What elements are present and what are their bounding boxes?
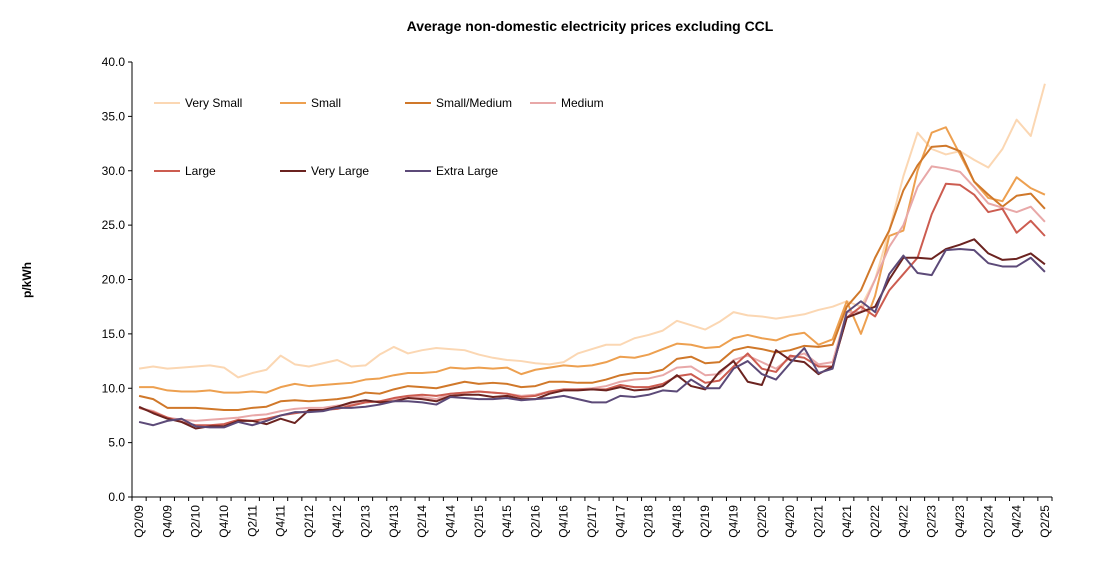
x-tick-label: Q4/19 bbox=[727, 505, 741, 538]
x-tick-label: Q2/11 bbox=[245, 505, 259, 537]
x-tick-label: Q4/23 bbox=[953, 505, 967, 538]
x-tick-label: Q4/17 bbox=[613, 505, 627, 538]
x-axis: Q2/09 Q4/09 Q2/10 Q4/10 Q2/11 Q4/11 Q2/12 Q4/12… bbox=[131, 497, 1053, 538]
plot-area bbox=[138, 83, 1046, 430]
x-tick-label: Q4/16 bbox=[557, 505, 571, 538]
chart-title: Average non-domestic electricity prices … bbox=[407, 18, 774, 34]
y-axis: 0.0 5.0 10.0 15.0 20.0 25.0 30.0 35.0 40.0 bbox=[102, 55, 132, 504]
x-tick-label: Q4/18 bbox=[670, 505, 684, 538]
y-tick-label: 30.0 bbox=[102, 164, 126, 178]
x-tick-label: Q4/20 bbox=[783, 505, 797, 538]
y-tick-label: 40.0 bbox=[102, 55, 126, 69]
legend-label-small: Small bbox=[311, 96, 341, 110]
x-tick-label: Q2/10 bbox=[189, 505, 203, 538]
x-tick-label: Q4/10 bbox=[217, 505, 231, 538]
x-tick-label: Q2/16 bbox=[528, 505, 542, 538]
x-tick-label: Q4/21 bbox=[840, 505, 854, 538]
y-tick-label: 10.0 bbox=[102, 381, 126, 395]
legend-label-very-large: Very Large bbox=[311, 164, 369, 178]
y-tick-label: 35.0 bbox=[102, 109, 126, 123]
x-tick-label: Q2/13 bbox=[359, 505, 373, 538]
legend-label-large: Large bbox=[185, 164, 216, 178]
x-tick-label: Q4/24 bbox=[1010, 505, 1024, 538]
legend-label-medium: Medium bbox=[561, 96, 604, 110]
legend: Very Small Small Small/Medium Medium Large Ve… bbox=[154, 96, 604, 178]
series-line-small-medium bbox=[138, 144, 1046, 411]
x-tick-label: Q2/19 bbox=[698, 505, 712, 538]
x-tick-label: Q4/22 bbox=[896, 505, 910, 538]
x-tick-label: Q2/09 bbox=[132, 505, 146, 538]
y-tick-label: 15.0 bbox=[102, 327, 126, 341]
y-tick-label: 20.0 bbox=[102, 273, 126, 287]
x-tick-label: Q4/12 bbox=[330, 505, 344, 538]
x-tick-label: Q2/18 bbox=[642, 505, 656, 538]
x-tick-label: Q2/15 bbox=[472, 505, 486, 538]
legend-label-very-small: Very Small bbox=[185, 96, 242, 110]
series-line-very-large bbox=[138, 238, 1046, 430]
series-line-medium bbox=[138, 165, 1046, 422]
series-line-extra-large bbox=[138, 248, 1046, 429]
x-tick-label: Q4/11 bbox=[274, 505, 288, 537]
x-tick-label: Q4/14 bbox=[443, 505, 457, 538]
x-tick-label: Q2/14 bbox=[415, 505, 429, 538]
y-axis-title: p/kWh bbox=[20, 262, 34, 298]
x-tick-label: Q2/25 bbox=[1038, 505, 1052, 538]
legend-label-small-medium: Small/Medium bbox=[436, 96, 512, 110]
x-tick-label: Q2/24 bbox=[981, 505, 995, 538]
x-tick-label: Q2/22 bbox=[868, 505, 882, 538]
y-tick-label: 25.0 bbox=[102, 218, 126, 232]
x-tick-label: Q2/12 bbox=[302, 505, 316, 538]
legend-label-extra-large: Extra Large bbox=[436, 164, 498, 178]
y-tick-label: 0.0 bbox=[108, 490, 125, 504]
x-tick-label: Q4/09 bbox=[160, 505, 174, 538]
x-tick-label: Q2/23 bbox=[925, 505, 939, 538]
x-tick-label: Q2/21 bbox=[811, 505, 825, 538]
x-tick-label: Q4/13 bbox=[387, 505, 401, 538]
x-tick-label: Q2/20 bbox=[755, 505, 769, 538]
x-tick-label: Q2/17 bbox=[585, 505, 599, 538]
series-line-small bbox=[139, 126, 1046, 394]
x-tick-label: Q4/15 bbox=[500, 505, 514, 538]
y-tick-label: 5.0 bbox=[108, 436, 125, 450]
series-line-very-small bbox=[138, 83, 1046, 379]
